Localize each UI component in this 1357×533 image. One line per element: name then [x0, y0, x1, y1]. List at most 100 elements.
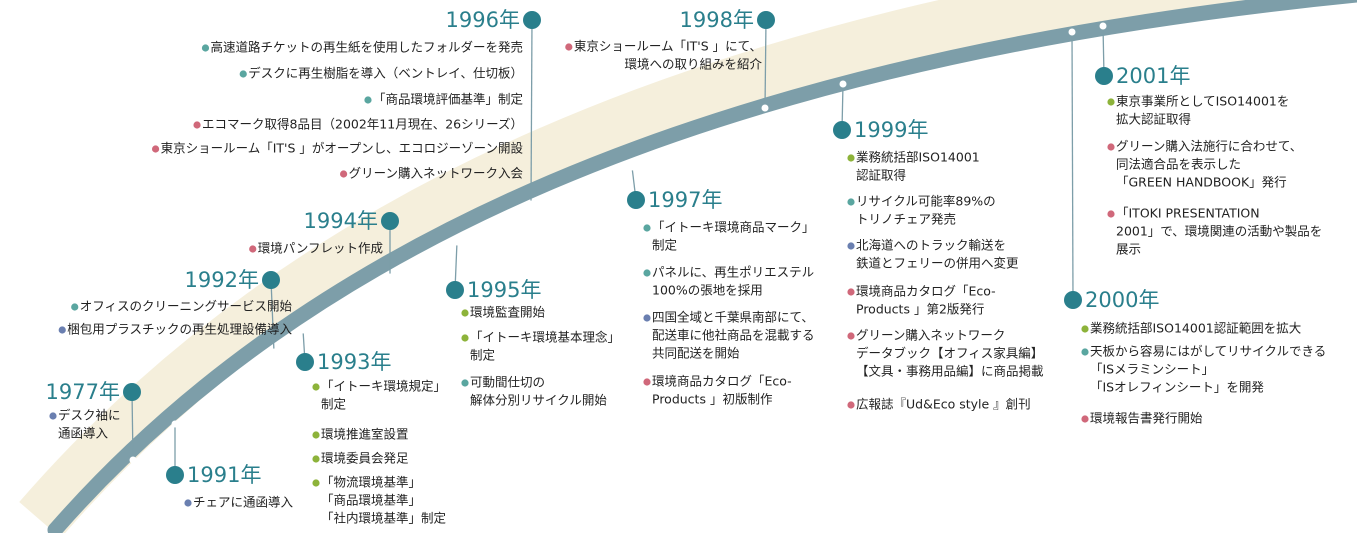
item-text: 「イトーキ環境規定」: [321, 379, 446, 394]
year-dot: [523, 11, 541, 29]
bullet: [249, 245, 257, 253]
bullet: [1107, 98, 1115, 106]
item-text: 広報誌『Ud&Eco style 』創刊: [856, 397, 1031, 412]
item-text: 環境パンフレット作成: [258, 241, 383, 256]
bullet: [49, 412, 57, 420]
item-text: グリーン購入法施行に合わせて、: [1116, 139, 1302, 154]
item-text: 「イトーキ環境商品マーク」: [652, 220, 815, 235]
item-text: 環境報告書発行開始: [1090, 411, 1203, 426]
curve-point: [299, 326, 307, 334]
bullet: [847, 154, 855, 162]
bullet: [239, 70, 247, 78]
item-text: 「ITOKI PRESENTATION: [1116, 206, 1260, 221]
item-text: 2001」で、環境関連の活動や製品を: [1116, 224, 1322, 239]
item-text: 北海道へのトラック輸送を: [856, 238, 1006, 253]
item-text: 制定: [321, 397, 346, 412]
year-label: 1993年: [317, 350, 391, 374]
year-label: 1999年: [854, 118, 928, 142]
item-text: 業務統括部ISO14001認証範囲を拡大: [1090, 321, 1301, 336]
item-text: 「社内環境基準」制定: [321, 511, 446, 526]
year-label: 1996年: [446, 8, 520, 32]
year-dot: [296, 353, 314, 371]
year-dot: [757, 11, 775, 29]
connector: [131, 391, 134, 461]
curve-point: [527, 200, 535, 208]
item-text: 東京事業所としてISO14001を: [1116, 94, 1289, 109]
curve-point: [129, 456, 137, 464]
bullet: [643, 224, 651, 232]
year-dot: [833, 121, 851, 139]
year-label: 1997年: [648, 188, 722, 212]
item-text: 環境監査開始: [470, 305, 546, 320]
item-text: 「商品環境基準」: [321, 493, 421, 508]
item-text: デスクに再生樹脂を導入（ベントレイ、仕切板）: [248, 66, 523, 81]
item-text: オフィスのクリーニングサービス開始: [80, 299, 293, 314]
curve-point: [386, 273, 394, 281]
connector: [764, 19, 767, 109]
item-text: 同法適合品を表示した: [1116, 157, 1241, 172]
year-label: 1977年: [46, 380, 120, 404]
connector: [530, 19, 533, 205]
item-text: 天板から容易にはがしてリサイクルできる: [1090, 344, 1326, 359]
year-dot: [627, 191, 645, 209]
item-text: 「ISメラミンシート」: [1090, 362, 1214, 377]
year-dot: [123, 383, 141, 401]
item-text: 環境委員会発足: [321, 451, 409, 466]
bullet: [1107, 210, 1115, 218]
bullet: [193, 121, 201, 129]
item-text: 拡大認証取得: [1116, 112, 1191, 127]
curve-point: [453, 238, 461, 246]
bullet: [461, 379, 469, 387]
curve-point: [761, 104, 769, 112]
item-text: 【文具・事務用品編】に商品掲載: [856, 364, 1044, 379]
bullet: [71, 303, 79, 311]
bullet: [565, 43, 573, 51]
year-label: 2001年: [1116, 64, 1190, 88]
item-text: 環境商品カタログ「Eco-: [652, 374, 792, 389]
item-text: 100%の張地を採用: [652, 283, 763, 298]
item-text: 鉄道とフェリーの併用へ変更: [856, 256, 1019, 271]
item-text: 「GREEN HANDBOOK」発行: [1116, 175, 1287, 190]
bullet: [312, 431, 320, 439]
bullet: [1081, 415, 1089, 423]
item-text: 認証取得: [856, 168, 906, 183]
item-text: 共同配送を開始: [652, 346, 740, 361]
item-text: 梱包用プラスチックの再生処理設備導入: [67, 322, 292, 337]
bullet: [58, 326, 66, 334]
item-text: 環境推進室設置: [321, 427, 409, 442]
bullet: [312, 479, 320, 487]
year-label: 1992年: [185, 268, 259, 292]
bullet: [847, 242, 855, 250]
item-text: 展示: [1116, 242, 1141, 257]
curve-point: [171, 420, 179, 428]
item-text: 「イトーキ環境基本理念」: [470, 330, 620, 345]
bullet: [364, 96, 372, 104]
year-dot: [1095, 67, 1113, 85]
item-text: 解体分別リサイクル開始: [470, 393, 607, 408]
timeline-curve: [47, 0, 1357, 533]
item-text: 可動間仕切の: [470, 375, 545, 390]
bullet: [340, 170, 348, 178]
item-text: 高速道路チケットの再生紙を使用したフォルダーを発売: [210, 40, 523, 55]
curve-point: [1099, 22, 1107, 30]
bullet: [643, 378, 651, 386]
background-band: [19, 0, 1255, 533]
item-text: リサイクル可能率89%の: [856, 194, 996, 209]
item-text: データブック【オフィス家具編】: [856, 346, 1043, 361]
bullet: [184, 499, 192, 507]
item-text: 四国全域と千葉県南部にて、: [652, 310, 814, 325]
item-text: 制定: [470, 348, 495, 363]
item-text: 環境への取り組みを紹介: [624, 57, 762, 72]
year-dot: [1064, 291, 1082, 309]
bullet: [312, 455, 320, 463]
connector: [270, 279, 275, 353]
year-label: 1991年: [187, 463, 261, 487]
curve-point: [270, 348, 278, 356]
year-label: 1995年: [467, 278, 541, 302]
item-text: パネルに、再生ポリエステル: [652, 265, 814, 280]
year-label: 1998年: [680, 8, 754, 32]
item-text: 「物流環境基準」: [321, 475, 421, 490]
bullet: [312, 383, 320, 391]
